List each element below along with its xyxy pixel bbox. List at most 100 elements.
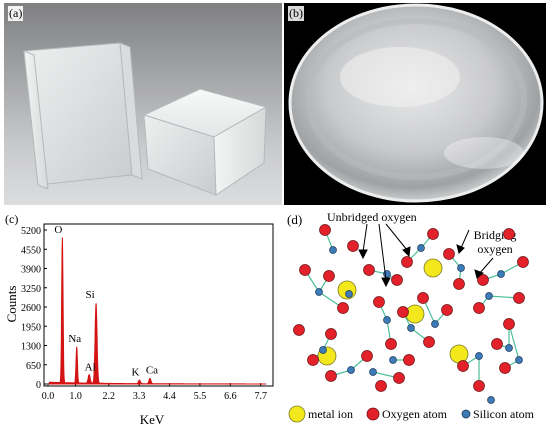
glass-disk-illustration <box>288 3 544 203</box>
silicon-atom <box>347 366 355 374</box>
oxygen-atom <box>457 360 469 372</box>
oxygen-atom <box>293 324 305 336</box>
oxygen-atom <box>517 256 529 268</box>
silicon-atom <box>457 264 465 272</box>
oxygen-atom <box>363 264 375 276</box>
oxygen-atom <box>337 302 349 314</box>
oxygen-atom <box>385 338 397 350</box>
oxygen-atom <box>423 336 435 348</box>
peak-label-ca: Ca <box>146 365 158 377</box>
x-tick-label: 2.2 <box>103 391 116 402</box>
y-tick-label: 2600 <box>21 303 41 314</box>
y-tick-label: 5200 <box>21 226 41 237</box>
oxygen-atom <box>319 224 331 236</box>
oxygen-atom <box>361 350 373 362</box>
bridging-label-line2: oxygen <box>477 242 512 256</box>
oxygen-atom <box>417 292 429 304</box>
oxygen-atom <box>477 274 489 286</box>
y-tick-label: 650 <box>26 361 41 372</box>
x-tick-label: 5.5 <box>194 391 207 402</box>
legend-metal-ion-swatch <box>288 405 306 423</box>
peak-label-si: Si <box>85 289 94 301</box>
silicon-atom <box>319 346 327 354</box>
panel-label-a: (a) <box>8 6 24 21</box>
oxygen-atom <box>441 304 453 316</box>
silicon-atom <box>485 292 493 300</box>
silicon-atom <box>497 270 505 278</box>
silicon-atom <box>345 290 353 298</box>
annotation-arrows <box>358 223 494 288</box>
oxygen-atom <box>443 248 455 260</box>
y-tick-label: 1300 <box>21 342 41 353</box>
legend-silicon-label: Silicon atom <box>473 407 535 421</box>
oxygen-atom <box>473 380 485 392</box>
bond <box>508 323 520 361</box>
x-tick-label: 3.3 <box>133 391 146 402</box>
silicon-atom <box>407 324 415 332</box>
x-tick-label: 1.0 <box>69 391 82 402</box>
silicon-atom <box>315 288 323 296</box>
oxygen-atom <box>403 354 415 366</box>
y-tick-label: 0 <box>36 380 41 391</box>
legend-silicon-swatch <box>461 409 471 419</box>
legend-metal-ion-label: metal ion <box>308 407 353 421</box>
peak-label-al: Al <box>85 361 96 373</box>
oxygen-atom <box>453 278 465 290</box>
network-diagram: (d) Unbridged oxygen Bridging oxygen met… <box>287 210 535 423</box>
x-tick-label: 7.7 <box>254 391 267 402</box>
oxygen-atom <box>427 228 439 240</box>
metal-ion <box>423 258 443 278</box>
oxygen-atom <box>373 296 385 308</box>
silicon-atom <box>329 246 337 254</box>
y-tick-label: 1950 <box>21 322 41 333</box>
oxygen-atom <box>513 292 525 304</box>
oxygen-atom <box>299 264 311 276</box>
photo-glass-disk: (b) <box>284 3 546 205</box>
oxygen-atom <box>499 362 511 374</box>
y-tick-label: 3900 <box>21 265 41 276</box>
unbridged-oxygen-label: Unbridged oxygen <box>327 210 417 224</box>
peak-label-o: O <box>54 224 62 236</box>
y-axis-title: Counts <box>4 286 19 323</box>
oxygen-atom <box>503 318 515 330</box>
x-tick-label: 0.0 <box>42 391 55 402</box>
x-axis-title: KeV <box>140 412 165 427</box>
panel-label-c: (c) <box>5 212 18 226</box>
silicon-atom <box>389 356 397 364</box>
panel-label-b: (b) <box>288 6 304 21</box>
plot-frame <box>43 223 274 387</box>
silicon-atom <box>431 320 439 328</box>
metal-ion <box>449 344 469 364</box>
oxygen-atom <box>375 380 387 392</box>
metal-ion <box>405 304 425 324</box>
x-tick-label: 4.4 <box>163 391 176 402</box>
silicon-atom <box>383 316 391 324</box>
silicon-atom <box>369 368 377 376</box>
x-tick-label: 6.6 <box>224 391 237 402</box>
y-tick-label: 4550 <box>21 245 41 256</box>
oxygen-atom <box>307 354 319 366</box>
oxygen-atom <box>325 328 337 340</box>
atoms <box>293 224 529 404</box>
oxygen-atom <box>323 270 335 282</box>
oxygen-atom <box>401 256 413 268</box>
oxygen-atom <box>325 370 337 382</box>
legend-oxygen-label: Oxygen atom <box>382 407 448 421</box>
y-tick-label: 3250 <box>21 284 41 295</box>
legend: metal ion Oxygen atom Silicon atom <box>288 405 535 423</box>
oxygen-atom <box>393 372 405 384</box>
glass-blocks-illustration <box>23 42 268 196</box>
glass-network-diagram: (d) Unbridged oxygen Bridging oxygen met… <box>283 210 549 429</box>
oxygen-atom <box>397 306 409 318</box>
silicon-atom <box>505 344 513 352</box>
oxygen-atom <box>473 302 485 314</box>
silicon-atom <box>417 244 425 252</box>
eds-spectrum-panel: (c) 0 650 1300 1950 2600 3250 3900 4550 5200 0.0… <box>4 212 280 428</box>
oxygen-atom <box>391 274 403 286</box>
silicon-atom <box>515 356 523 364</box>
oxygen-atom <box>503 228 515 240</box>
photo-glass-blocks: (a) <box>4 3 282 205</box>
silicon-atom <box>487 396 495 404</box>
eds-spectrum-chart: (c) 0 650 1300 1950 2600 3250 3900 4550 5200 0.0… <box>4 212 274 427</box>
legend-oxygen-swatch <box>366 407 380 421</box>
